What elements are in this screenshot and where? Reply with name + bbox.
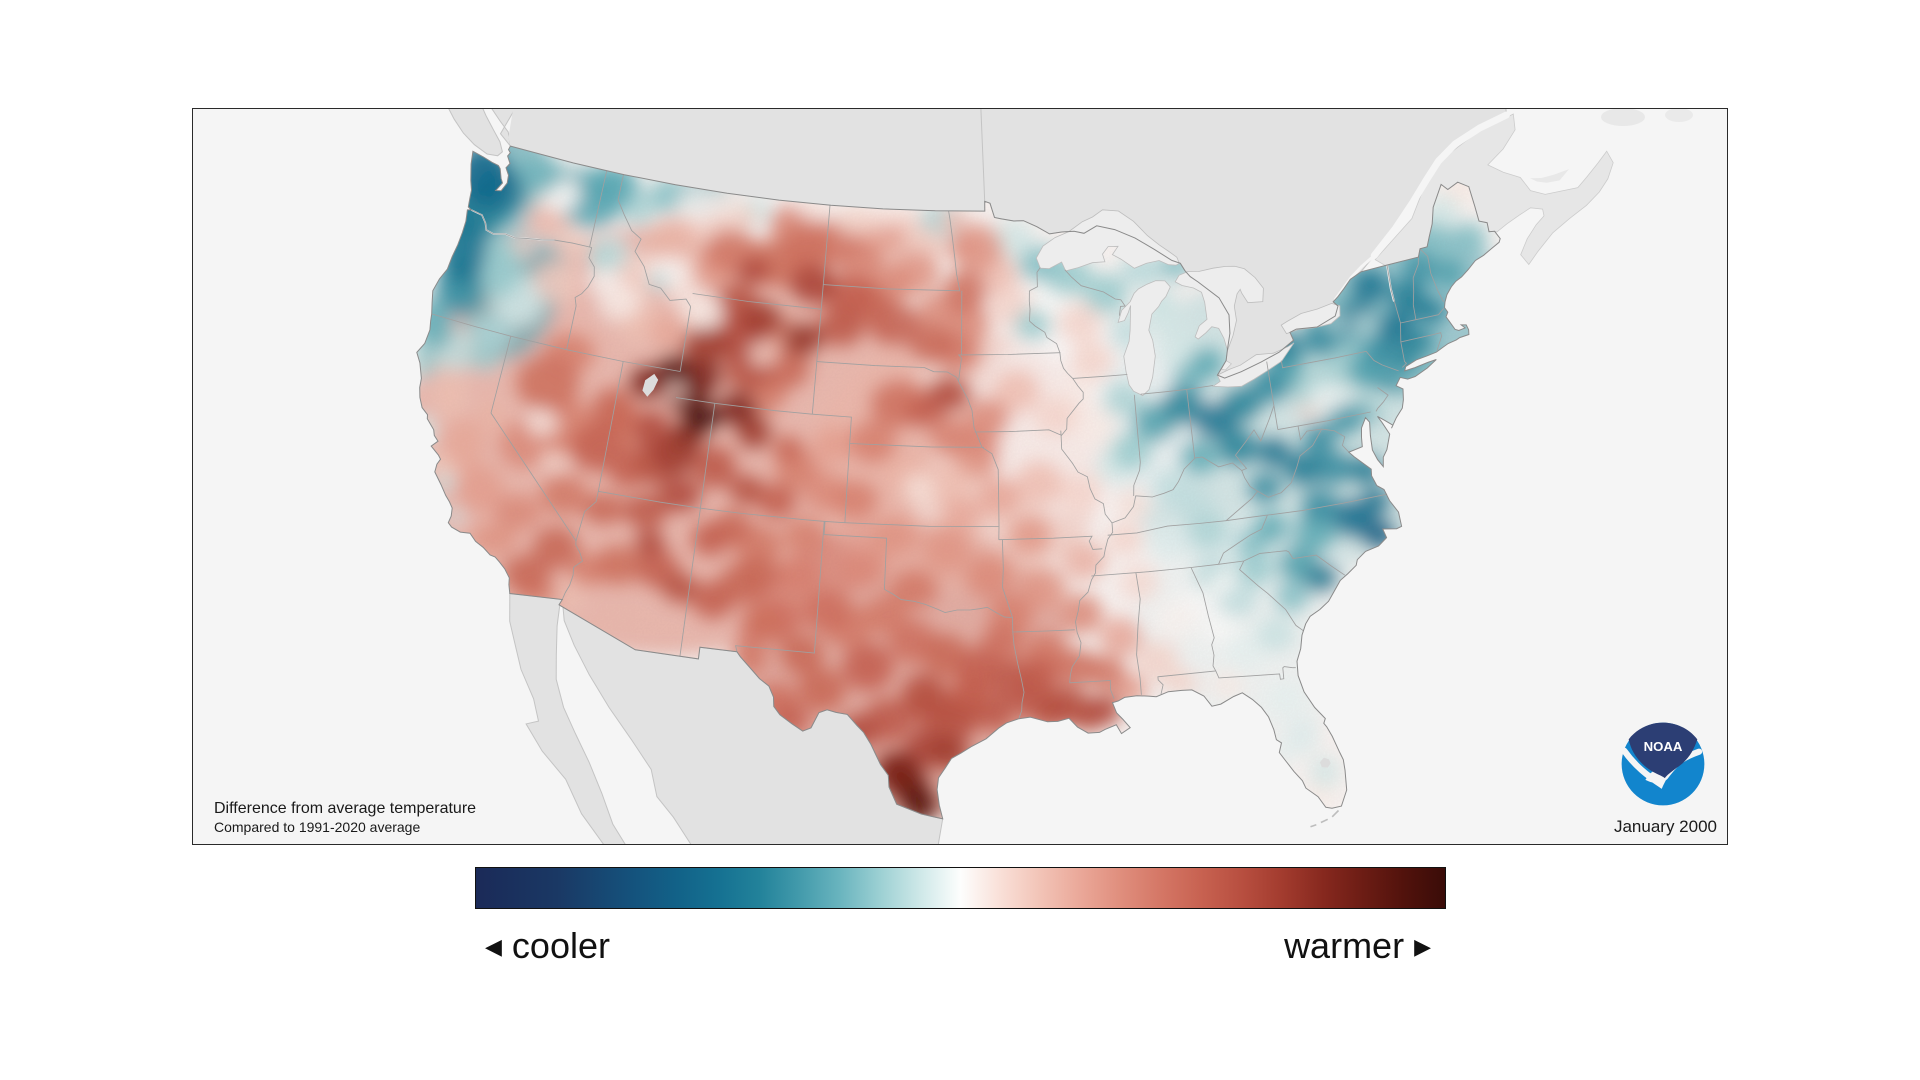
svg-text:NOAA: NOAA <box>1644 739 1683 754</box>
